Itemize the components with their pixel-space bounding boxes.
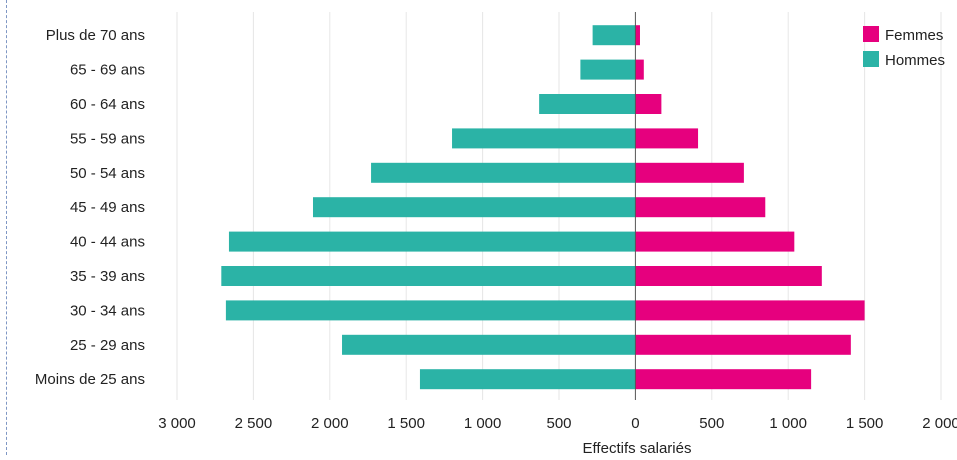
y-category-label: 60 - 64 ans: [70, 96, 145, 113]
x-tick-label: 2 500: [235, 415, 273, 432]
legend-swatch-femmes: [863, 26, 879, 42]
bar-hommes: [539, 94, 636, 114]
y-category-label: 25 - 29 ans: [70, 337, 145, 354]
axis-layer: 3 000 2 500 2 000 1 500 1 000 500 0 500 1 000 1 5…: [35, 12, 957, 432]
x-tick-label: 1 000: [464, 415, 502, 432]
x-tick-label: 2 000: [311, 415, 349, 432]
bar-hommes: [312, 197, 636, 218]
bar-femmes: [635, 231, 795, 252]
bar-hommes: [592, 25, 636, 46]
y-category-label: 40 - 44 ans: [70, 234, 145, 251]
bar-femmes: [635, 25, 640, 46]
bar-femmes: [635, 59, 644, 80]
y-category-label: Plus de 70 ans: [46, 27, 145, 44]
x-tick-label: 1 500: [846, 415, 884, 432]
bar-femmes: [635, 128, 699, 149]
bar-femmes: [635, 197, 766, 218]
bar-hommes: [419, 369, 636, 390]
left-dashed-border: [6, 0, 7, 455]
bar-femmes: [635, 162, 744, 183]
bar-femmes: [635, 266, 822, 286]
bar-femmes: [635, 369, 812, 390]
legend-swatch-hommes: [863, 51, 879, 67]
x-tick-label: 3 000: [158, 415, 196, 432]
x-tick-label: 0: [631, 415, 639, 432]
x-tick-label: 500: [546, 415, 571, 432]
y-category-label: 30 - 34 ans: [70, 302, 145, 319]
x-tick-label: 1 500: [387, 415, 425, 432]
legend-label-hommes: Hommes: [885, 52, 945, 69]
bar-femmes: [635, 334, 851, 355]
bar-hommes: [225, 300, 636, 321]
x-tick-label: 1 000: [769, 415, 807, 432]
bar-hommes: [221, 266, 636, 286]
legend-label-femmes: Femmes: [885, 27, 943, 44]
x-tick-label: 500: [699, 415, 724, 432]
bar-hommes: [452, 128, 636, 149]
bar-femmes: [635, 300, 865, 321]
bar-femmes: [635, 94, 662, 114]
bar-hommes: [371, 162, 636, 183]
y-category-label: Moins de 25 ans: [35, 371, 145, 388]
bar-layer: [221, 25, 865, 390]
x-axis-label: Effectifs salariés: [583, 440, 692, 455]
y-category-label: 65 - 69 ans: [70, 62, 145, 79]
x-tick-label: 2 000: [922, 415, 957, 432]
y-category-label: 50 - 54 ans: [70, 165, 145, 182]
y-category-label: 55 - 59 ans: [70, 130, 145, 147]
bar-hommes: [228, 231, 636, 252]
bar-hommes: [580, 59, 636, 80]
y-category-label: 35 - 39 ans: [70, 268, 145, 285]
bar-hommes: [342, 334, 636, 355]
y-category-label: 45 - 49 ans: [70, 199, 145, 216]
legend: Femmes Hommes: [863, 26, 945, 69]
